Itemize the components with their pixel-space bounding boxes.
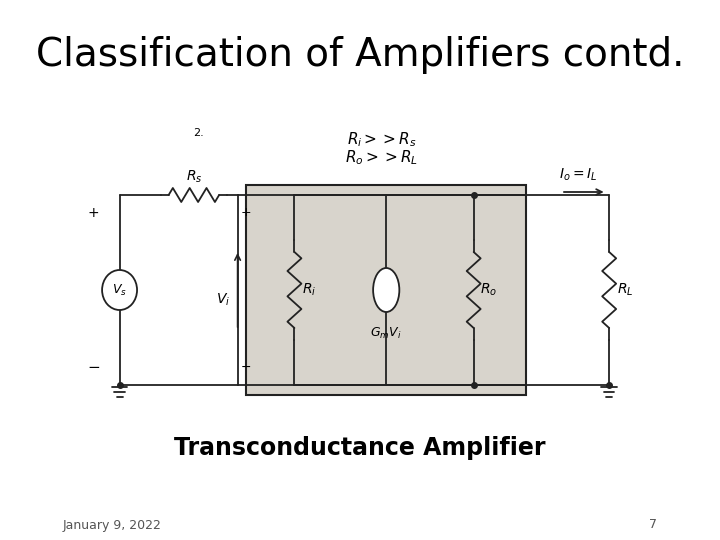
Text: +: +: [240, 206, 251, 219]
Ellipse shape: [373, 268, 400, 312]
Text: January 9, 2022: January 9, 2022: [63, 518, 161, 531]
Text: $I_o=I_L$: $I_o=I_L$: [559, 167, 598, 183]
Bar: [246, 185, 526, 395]
Circle shape: [102, 270, 137, 310]
Text: +: +: [88, 206, 99, 220]
Text: $R_o$: $R_o$: [480, 282, 497, 298]
Text: Transconductance Amplifier: Transconductance Amplifier: [174, 436, 546, 460]
Text: $V_s$: $V_s$: [112, 282, 127, 298]
Text: $G_m V_i$: $G_m V_i$: [371, 326, 402, 341]
Text: $R_s$: $R_s$: [186, 169, 202, 185]
Text: $R_i$: $R_i$: [302, 282, 316, 298]
Text: $R_i>>R_s$: $R_i>>R_s$: [347, 131, 417, 150]
Text: 2.: 2.: [193, 128, 204, 138]
Text: $V_i$: $V_i$: [216, 292, 230, 308]
Text: Classification of Amplifiers contd.: Classification of Amplifiers contd.: [36, 36, 684, 74]
Text: −: −: [240, 361, 251, 374]
Text: $R_L$: $R_L$: [616, 282, 633, 298]
Text: 7: 7: [649, 518, 657, 531]
Text: $R_o>>R_L$: $R_o>>R_L$: [346, 148, 418, 167]
Text: −: −: [87, 360, 99, 375]
